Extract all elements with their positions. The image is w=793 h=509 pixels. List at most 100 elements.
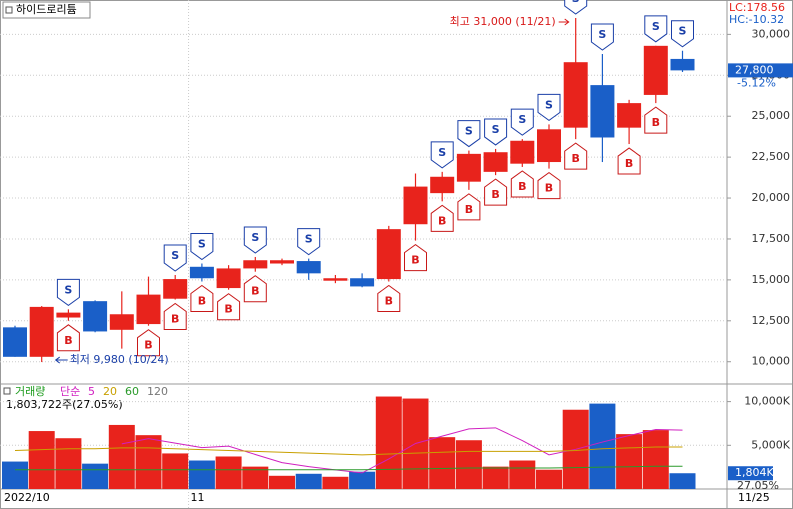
- sell-marker: [297, 228, 321, 256]
- signal-label: S: [545, 98, 553, 111]
- ma-line: [15, 465, 683, 471]
- x-tick-label: 11: [191, 491, 205, 504]
- buy-marker: [537, 171, 561, 200]
- title-box: [2, 1, 91, 19]
- volume-bar: [2, 461, 28, 489]
- volume-bar: [82, 463, 109, 489]
- y-tick-label: 5,000K: [751, 438, 790, 451]
- signal-label: S: [518, 113, 526, 126]
- volume-bar: [642, 430, 669, 489]
- signal-label: B: [171, 313, 179, 326]
- sell-marker: [190, 233, 214, 261]
- signal-label: B: [518, 180, 526, 193]
- volume-bar: [482, 466, 509, 489]
- volume-bar: [269, 475, 295, 489]
- signal-label: S: [305, 233, 313, 246]
- candle-body: [590, 85, 615, 138]
- volume-bar: [375, 396, 402, 489]
- volume-bar: [55, 438, 82, 489]
- buy-marker: [377, 284, 401, 313]
- signal-label: S: [572, 0, 580, 5]
- low-arrow: [54, 356, 68, 364]
- signal-label: B: [625, 157, 633, 170]
- ma-legend: 5: [88, 385, 95, 398]
- signal-label: B: [224, 303, 232, 316]
- sell-marker: [671, 20, 694, 48]
- candle-body: [643, 45, 668, 95]
- candle-body: [29, 306, 54, 357]
- y-tick-label: 17,500: [752, 232, 791, 245]
- chart-title: 하이드로리튬: [16, 2, 77, 16]
- ma-legend: 20: [103, 385, 117, 398]
- candle-body: [376, 229, 401, 280]
- candle-body: [163, 279, 188, 299]
- current-price-box: [728, 63, 793, 78]
- candle-body: [403, 186, 428, 225]
- candle-body: [189, 266, 214, 279]
- volume-bar: [429, 437, 456, 489]
- signal-label: S: [438, 146, 446, 159]
- sell-marker: [644, 15, 668, 43]
- volume-icon: [3, 387, 11, 395]
- y-tick-label: 10,000K: [744, 395, 790, 408]
- y-tick-label: 10,000: [752, 355, 791, 368]
- low-annotation: 최저 9,980 (10/24): [70, 353, 169, 366]
- candle-body: [56, 312, 81, 318]
- y-tick-label: 30,000: [752, 27, 791, 40]
- candle-body: [270, 260, 294, 264]
- hc-label: HC:-10.32: [729, 13, 784, 26]
- signal-label: B: [572, 152, 580, 165]
- buy-marker: [644, 106, 668, 134]
- signal-label: B: [144, 339, 152, 352]
- signal-label: B: [465, 203, 473, 216]
- buy-marker: [457, 193, 481, 221]
- signal-label: S: [64, 283, 72, 296]
- ma-legend: 120: [147, 385, 168, 398]
- ma-legend: 60: [125, 385, 139, 398]
- signal-label: S: [171, 249, 179, 262]
- candle-body: [296, 261, 321, 274]
- volume-bar: [455, 440, 482, 489]
- volume-bar: [215, 456, 242, 489]
- signal-label: S: [465, 125, 473, 138]
- candle-body: [350, 278, 375, 287]
- volume-bar: [589, 403, 616, 489]
- volume-bar: [108, 424, 135, 489]
- current-volume-box: [728, 466, 773, 481]
- buy-marker: [510, 170, 534, 198]
- buy-marker: [217, 293, 241, 321]
- buy-marker: [190, 284, 214, 313]
- signal-label: S: [198, 238, 206, 251]
- buy-marker: [243, 275, 267, 303]
- sell-marker: [163, 244, 187, 272]
- signal-label: S: [492, 123, 500, 136]
- sell-marker: [430, 141, 454, 169]
- current-price-label: 27,800: [735, 63, 774, 76]
- signal-label: S: [652, 20, 660, 33]
- y-tick-label: 20,000: [752, 191, 791, 204]
- volume-bar: [162, 453, 189, 489]
- candle-body: [563, 62, 588, 128]
- sell-marker: [243, 226, 267, 254]
- candle-body: [456, 153, 481, 182]
- candle-body: [243, 260, 268, 269]
- sell-marker: [590, 23, 614, 51]
- high-arrow: [558, 18, 570, 26]
- candle-body: [617, 103, 642, 128]
- sell-marker: [56, 278, 80, 306]
- signal-label: B: [491, 188, 499, 201]
- candle-body: [216, 268, 241, 289]
- candle-body: [510, 140, 535, 164]
- ma-line: [14, 446, 683, 456]
- volume-bar: [349, 471, 376, 489]
- volume-bar: [242, 466, 269, 489]
- signal-label: B: [198, 295, 206, 308]
- volume-bar: [669, 473, 696, 489]
- sell-marker: [484, 118, 508, 146]
- signal-label: S: [598, 28, 606, 41]
- sell-marker: [457, 120, 481, 148]
- buy-marker: [430, 204, 454, 232]
- signal-label: B: [545, 182, 553, 195]
- y-tick-label: 15,000: [752, 273, 791, 286]
